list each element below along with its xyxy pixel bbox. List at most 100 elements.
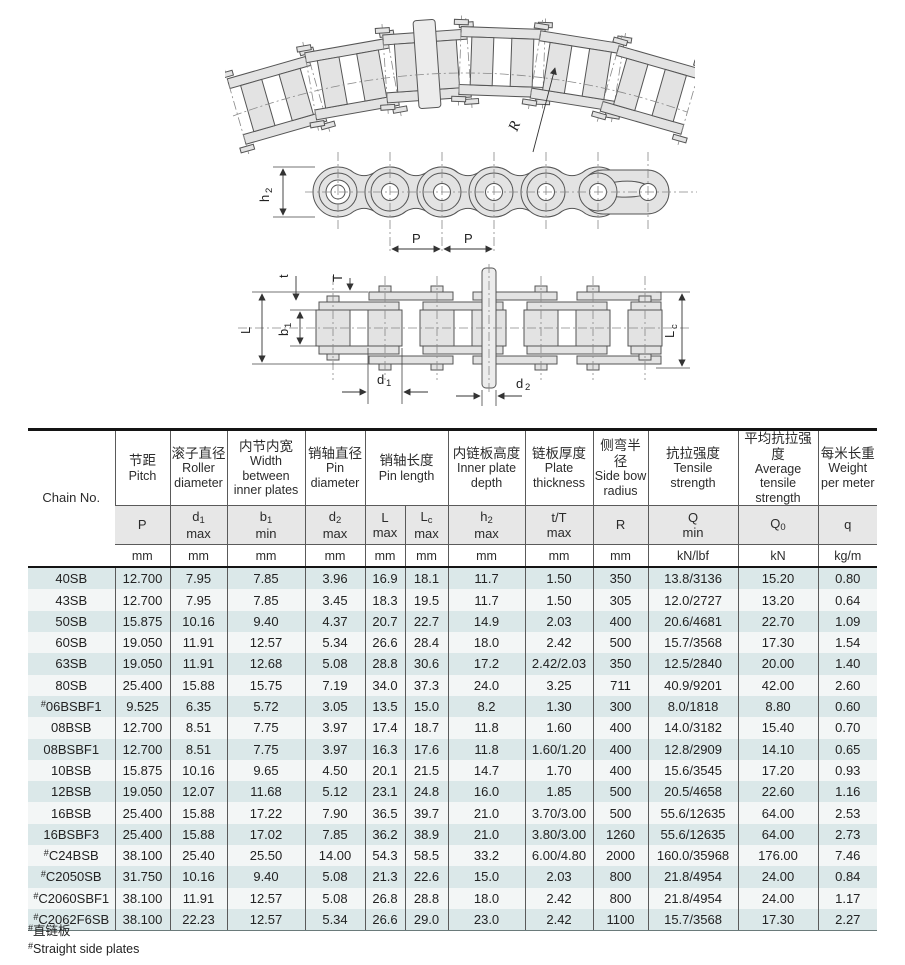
value-cell: 15.88 (169, 674, 227, 696)
d1-dimension: d 1 (342, 348, 428, 404)
value-cell: 38.100 (114, 908, 170, 932)
value-cell: 17.4 (364, 717, 405, 739)
value-cell: 10.16 (169, 759, 227, 782)
value-cell: 5.08 (304, 653, 365, 675)
value-cell: 12.700 (114, 567, 170, 590)
value-cell: 15.20 (737, 567, 819, 590)
value-cell: 12.0/2727 (647, 589, 739, 611)
value-cell: 10.16 (169, 866, 227, 888)
value-cell: 15.75 (226, 674, 305, 696)
value-cell: 19.050 (114, 632, 170, 654)
value-cell: 3.70/3.00 (524, 802, 594, 824)
value-cell: 7.85 (226, 567, 305, 590)
value-cell: 22.70 (737, 610, 819, 633)
value-cell: 17.30 (737, 908, 819, 932)
L-label: L (238, 327, 253, 334)
value-cell: 11.7 (447, 589, 526, 611)
h2-sub: 2 (264, 188, 275, 193)
value-cell: 18.7 (404, 717, 449, 739)
unit-weight: kg/m (817, 544, 878, 569)
value-cell: 11.7 (447, 567, 526, 590)
sym-avg-tensile: Q0 (737, 505, 819, 546)
plan-view-chain-drawing: t T L b 1 L c d 1 (238, 264, 690, 406)
value-cell: 12.700 (114, 738, 170, 760)
chain-no-header: Chain No. (28, 429, 115, 569)
value-cell: 22.60 (737, 781, 819, 803)
value-cell: 14.9 (447, 610, 526, 633)
value-cell: 22.23 (169, 908, 227, 932)
value-cell: 21.8/4954 (647, 887, 739, 909)
chain-no-cell: 43SB (55, 592, 88, 608)
value-cell: 17.22 (226, 802, 305, 824)
sym-weight: q (817, 505, 878, 546)
value-cell: 18.1 (404, 567, 449, 590)
table-row: 63SB 19.050 11.91 12.68 5.08 28.8 30.6 17.2 2.42… (28, 653, 878, 675)
value-cell: 14.00 (304, 845, 365, 867)
value-cell: 7.90 (304, 802, 365, 824)
value-cell: 11.68 (226, 781, 305, 803)
table-row: 40SB 12.700 7.95 7.85 3.96 16.9 18.1 11.7 1.50 35… (28, 567, 878, 590)
value-cell: 12.700 (114, 717, 170, 739)
table-row: #C2060SBF1 38.100 11.91 12.57 5.08 26.8 28.8 18… (28, 887, 878, 909)
sym-plate-depth: h2 max (447, 505, 526, 546)
value-cell: 1.85 (524, 781, 594, 803)
unit-pin-length-lc: mm (404, 544, 449, 569)
value-cell: 5.12 (304, 781, 365, 803)
value-cell: 38.100 (114, 887, 170, 909)
value-cell: 19.050 (114, 781, 170, 803)
value-cell: 7.85 (304, 823, 365, 846)
value-cell: 15.40 (737, 717, 819, 739)
value-cell: 11.91 (169, 632, 227, 654)
value-cell: 15.0 (404, 695, 449, 718)
value-cell: 8.51 (169, 717, 227, 739)
chain-no-cell: 12BSB (51, 784, 92, 800)
value-cell: 26.6 (364, 908, 405, 932)
value-cell: 1260 (592, 823, 649, 846)
value-cell: 12.8/2909 (647, 738, 739, 760)
T-dimension: T (330, 274, 354, 291)
value-cell: 64.00 (737, 823, 819, 846)
value-cell: 19.050 (114, 653, 170, 675)
value-cell: 30.6 (404, 653, 449, 675)
value-cell: 16.3 (364, 738, 405, 760)
value-cell: 4.50 (304, 759, 365, 782)
value-cell: 7.75 (226, 738, 305, 760)
value-cell: 20.5/4658 (647, 781, 739, 803)
col-pin-diameter: 销轴直径 Pin diameter (304, 429, 365, 506)
value-cell: 7.85 (226, 589, 305, 611)
table-row: 16BSB 25.400 15.88 17.22 7.90 36.5 39.7 21.0 3.7… (28, 802, 878, 824)
value-cell: 0.60 (817, 695, 878, 718)
value-cell: 36.2 (364, 823, 405, 846)
value-cell: 3.25 (524, 674, 594, 696)
value-cell: 22.7 (404, 610, 449, 633)
table-row: #06BSBF1 9.525 6.35 5.72 3.05 13.5 15.0 8.2 1.30… (28, 695, 878, 718)
footnote-en: #Straight side plates (28, 940, 140, 956)
h2-dimension: h 2 (257, 166, 315, 218)
value-cell: 26.8 (364, 887, 405, 909)
table-row: 43SB 12.700 7.95 7.85 3.45 18.3 19.5 11.7 1.50 30… (28, 589, 878, 611)
value-cell: 17.2 (447, 653, 526, 675)
value-cell: 18.0 (447, 887, 526, 909)
value-cell: 5.72 (226, 695, 305, 718)
value-cell: 25.400 (114, 802, 170, 824)
value-cell: 3.96 (304, 567, 365, 590)
plan-centerlines (238, 264, 690, 392)
value-cell: 23.1 (364, 781, 405, 803)
L-dimension: L (238, 291, 368, 365)
d2-dimension: d 2 (456, 376, 530, 406)
value-cell: 33.2 (447, 845, 526, 867)
p1-label: P (412, 231, 421, 246)
value-cell: 3.05 (304, 695, 365, 718)
value-cell: 7.19 (304, 674, 365, 696)
value-cell: 2.60 (817, 674, 878, 696)
table-row: 50SB 15.875 10.16 9.40 4.37 20.7 22.7 14.9 2.03 4… (28, 610, 878, 633)
sym-pin-length-lc: Lc max (404, 505, 449, 546)
value-cell: 400 (592, 738, 649, 760)
value-cell: 1.60 (524, 717, 594, 739)
value-cell: 58.5 (404, 845, 449, 867)
d1-label: d (377, 372, 384, 387)
t-dimension: t (276, 274, 300, 301)
value-cell: 13.20 (737, 589, 819, 611)
